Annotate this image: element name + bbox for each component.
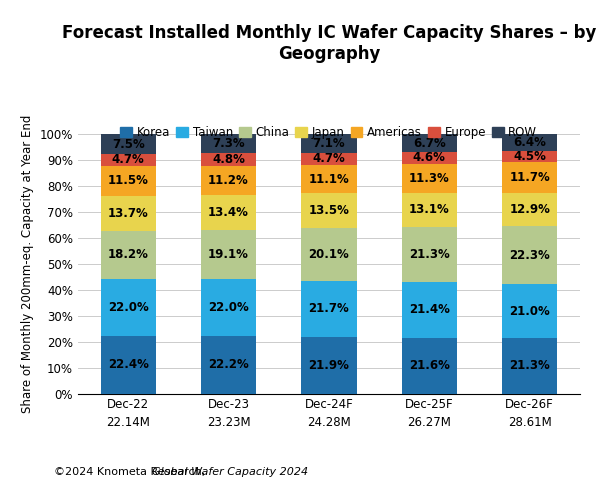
Text: 20.1%: 20.1% <box>309 248 349 261</box>
Text: 22.0%: 22.0% <box>108 300 148 313</box>
Text: 11.2%: 11.2% <box>208 174 249 187</box>
Bar <box>100 231 155 278</box>
Text: 4.5%: 4.5% <box>513 150 546 163</box>
Bar <box>402 282 457 337</box>
Text: 4.7%: 4.7% <box>112 154 145 167</box>
Legend: Korea, Taiwan, China, Japan, Americas, Europe, ROW: Korea, Taiwan, China, Japan, Americas, E… <box>116 121 542 144</box>
Bar <box>201 153 256 166</box>
Text: 21.0%: 21.0% <box>509 305 550 318</box>
Bar <box>100 278 155 336</box>
Text: 6.7%: 6.7% <box>413 137 446 150</box>
Bar <box>301 228 356 281</box>
Bar <box>301 193 356 228</box>
Bar <box>402 164 457 193</box>
Text: 21.4%: 21.4% <box>409 303 450 316</box>
Bar <box>301 165 356 193</box>
Bar <box>301 134 356 153</box>
Bar <box>502 134 557 151</box>
Text: 4.7%: 4.7% <box>313 152 345 165</box>
Text: 11.7%: 11.7% <box>509 171 550 184</box>
Bar <box>402 227 457 282</box>
Bar <box>502 284 557 338</box>
Bar <box>201 134 256 153</box>
Bar <box>301 337 356 394</box>
Text: 21.3%: 21.3% <box>409 248 450 261</box>
Bar <box>402 193 457 227</box>
Bar <box>201 195 256 229</box>
Text: Forecast Installed Monthly IC Wafer Capacity Shares – by
Geography: Forecast Installed Monthly IC Wafer Capa… <box>62 24 596 63</box>
Bar <box>100 134 155 154</box>
Text: 12.9%: 12.9% <box>509 203 550 216</box>
Text: 7.1%: 7.1% <box>313 137 345 150</box>
Text: 13.5%: 13.5% <box>309 204 349 217</box>
Text: 7.5%: 7.5% <box>112 138 145 151</box>
Text: 18.2%: 18.2% <box>108 249 149 262</box>
Bar <box>301 281 356 337</box>
Text: 21.7%: 21.7% <box>309 302 349 315</box>
Bar <box>502 193 557 226</box>
Text: 19.1%: 19.1% <box>208 248 249 261</box>
Bar <box>502 226 557 284</box>
Text: 11.1%: 11.1% <box>309 173 349 186</box>
Bar <box>502 151 557 162</box>
Y-axis label: Share of Monthly 200mm-eq. Capacity at Year End: Share of Monthly 200mm-eq. Capacity at Y… <box>21 115 34 413</box>
Bar <box>402 152 457 164</box>
Text: 21.3%: 21.3% <box>509 360 550 372</box>
Bar <box>100 196 155 231</box>
Text: 22.2%: 22.2% <box>208 359 249 372</box>
Text: 11.3%: 11.3% <box>409 172 450 185</box>
Text: ©2024 Knometa Research,: ©2024 Knometa Research, <box>54 467 209 477</box>
Bar <box>100 166 155 196</box>
Text: 11.5%: 11.5% <box>108 174 149 187</box>
Text: 22.0%: 22.0% <box>208 301 249 314</box>
Bar <box>301 153 356 165</box>
Text: 13.4%: 13.4% <box>208 205 249 219</box>
Bar <box>100 154 155 166</box>
Bar <box>402 337 457 394</box>
Text: 13.1%: 13.1% <box>409 204 450 216</box>
Bar <box>402 134 457 152</box>
Bar <box>502 162 557 193</box>
Text: 4.8%: 4.8% <box>212 153 245 166</box>
Text: 7.3%: 7.3% <box>212 137 245 150</box>
Bar <box>201 336 256 394</box>
Bar <box>100 336 155 394</box>
Bar <box>201 229 256 279</box>
Text: 22.3%: 22.3% <box>509 249 550 262</box>
Text: 21.9%: 21.9% <box>309 359 349 372</box>
Bar <box>201 279 256 336</box>
Text: 6.4%: 6.4% <box>513 136 546 149</box>
Text: 13.7%: 13.7% <box>108 207 148 220</box>
Text: 21.6%: 21.6% <box>409 359 450 372</box>
Text: 22.4%: 22.4% <box>108 358 149 371</box>
Bar <box>502 338 557 394</box>
Bar <box>201 166 256 195</box>
Text: 4.6%: 4.6% <box>413 151 446 164</box>
Text: Global Wafer Capacity 2024: Global Wafer Capacity 2024 <box>152 467 309 477</box>
